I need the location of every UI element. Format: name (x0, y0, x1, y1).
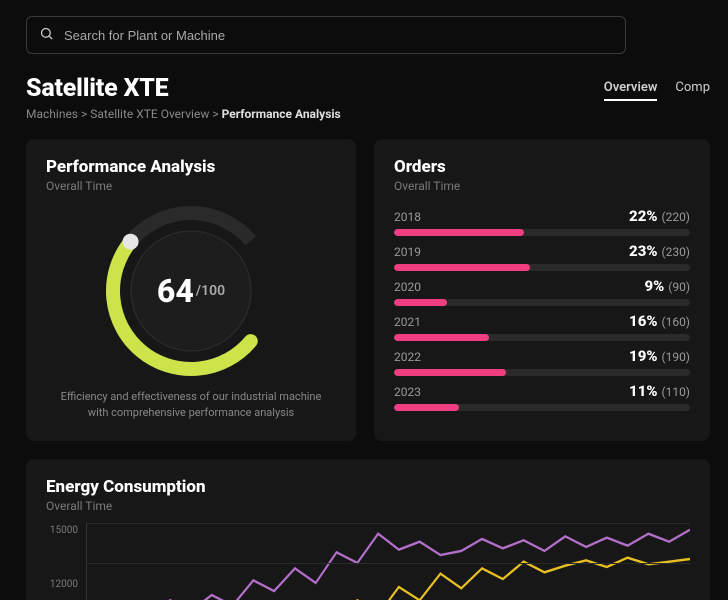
order-row: 2022 19% (190) (394, 347, 690, 376)
order-row: 2019 23% (230) (394, 242, 690, 271)
breadcrumb-part[interactable]: Machines (26, 107, 78, 121)
tab-comp[interactable]: Comp (675, 80, 710, 101)
performance-desc: Efficiency and effectiveness of our indu… (46, 389, 336, 423)
order-bar (394, 404, 459, 411)
performance-subtitle: Overall Time (46, 179, 336, 193)
y-tick: 15000 (46, 525, 78, 536)
orders-card: Orders Overall Time 2018 22% (220) 2019 23% (… (374, 139, 710, 441)
performance-card: Performance Analysis Overall Time 64 /10… (26, 139, 356, 441)
order-count: (90) (668, 280, 690, 294)
order-pct: 22% (629, 207, 657, 225)
order-bar-track (394, 264, 690, 271)
performance-title: Performance Analysis (46, 157, 336, 177)
order-pct: 19% (629, 347, 657, 365)
order-pct: 11% (629, 382, 657, 400)
order-bar (394, 264, 530, 271)
performance-value: 64 (157, 272, 194, 310)
order-bar (394, 299, 447, 306)
order-year: 2020 (394, 280, 421, 294)
grid-line (87, 563, 690, 564)
order-row: 2021 16% (160) (394, 312, 690, 341)
energy-subtitle: Overall Time (46, 499, 690, 513)
search-icon (39, 26, 54, 45)
order-pct: 16% (629, 312, 657, 330)
order-bar (394, 369, 506, 376)
grid-line (87, 523, 690, 524)
orders-title: Orders (394, 157, 690, 177)
order-year: 2018 (394, 210, 421, 224)
order-count: (190) (661, 350, 690, 364)
order-bar-track (394, 334, 690, 341)
tab-overview[interactable]: Overview (604, 80, 658, 101)
order-row: 2020 9% (90) (394, 277, 690, 306)
performance-max: /100 (196, 283, 225, 299)
breadcrumb: Machines > Satellite XTE Overview > Perf… (26, 107, 341, 121)
order-pct: 9% (644, 277, 664, 295)
order-bar-track (394, 404, 690, 411)
order-bar (394, 334, 489, 341)
page-title: Satellite XTE (26, 74, 341, 103)
order-pct: 23% (629, 242, 657, 260)
energy-card: Energy Consumption Overall Time 15000 120… (26, 459, 710, 600)
order-year: 2021 (394, 315, 421, 329)
order-bar-track (394, 229, 690, 236)
energy-series-yellow (87, 558, 690, 600)
energy-y-axis: 15000120009000 (46, 523, 86, 600)
energy-title: Energy Consumption (46, 477, 690, 497)
search-input[interactable] (64, 28, 613, 43)
orders-list: 2018 22% (220) 2019 23% (230) 2020 9% (90) 2021 16… (394, 207, 690, 411)
tab-bar: Overview Comp (604, 80, 710, 101)
order-bar-track (394, 369, 690, 376)
orders-subtitle: Overall Time (394, 179, 690, 193)
order-count: (230) (661, 245, 690, 259)
order-row: 2023 11% (110) (394, 382, 690, 411)
order-row: 2018 22% (220) (394, 207, 690, 236)
breadcrumb-sep: > (212, 107, 221, 121)
energy-plot (86, 523, 690, 600)
breadcrumb-sep: > (81, 107, 90, 121)
breadcrumb-part[interactable]: Satellite XTE Overview (90, 107, 209, 121)
order-bar (394, 229, 524, 236)
order-year: 2019 (394, 245, 421, 259)
performance-gauge: 64 /100 (96, 196, 286, 386)
y-tick: 12000 (46, 579, 78, 590)
order-count: (220) (661, 210, 690, 224)
breadcrumb-current: Performance Analysis (222, 107, 341, 121)
search-bar[interactable] (26, 16, 626, 54)
order-year: 2022 (394, 350, 421, 364)
order-count: (160) (661, 315, 690, 329)
order-year: 2023 (394, 385, 421, 399)
order-count: (110) (661, 385, 690, 399)
order-bar-track (394, 299, 690, 306)
